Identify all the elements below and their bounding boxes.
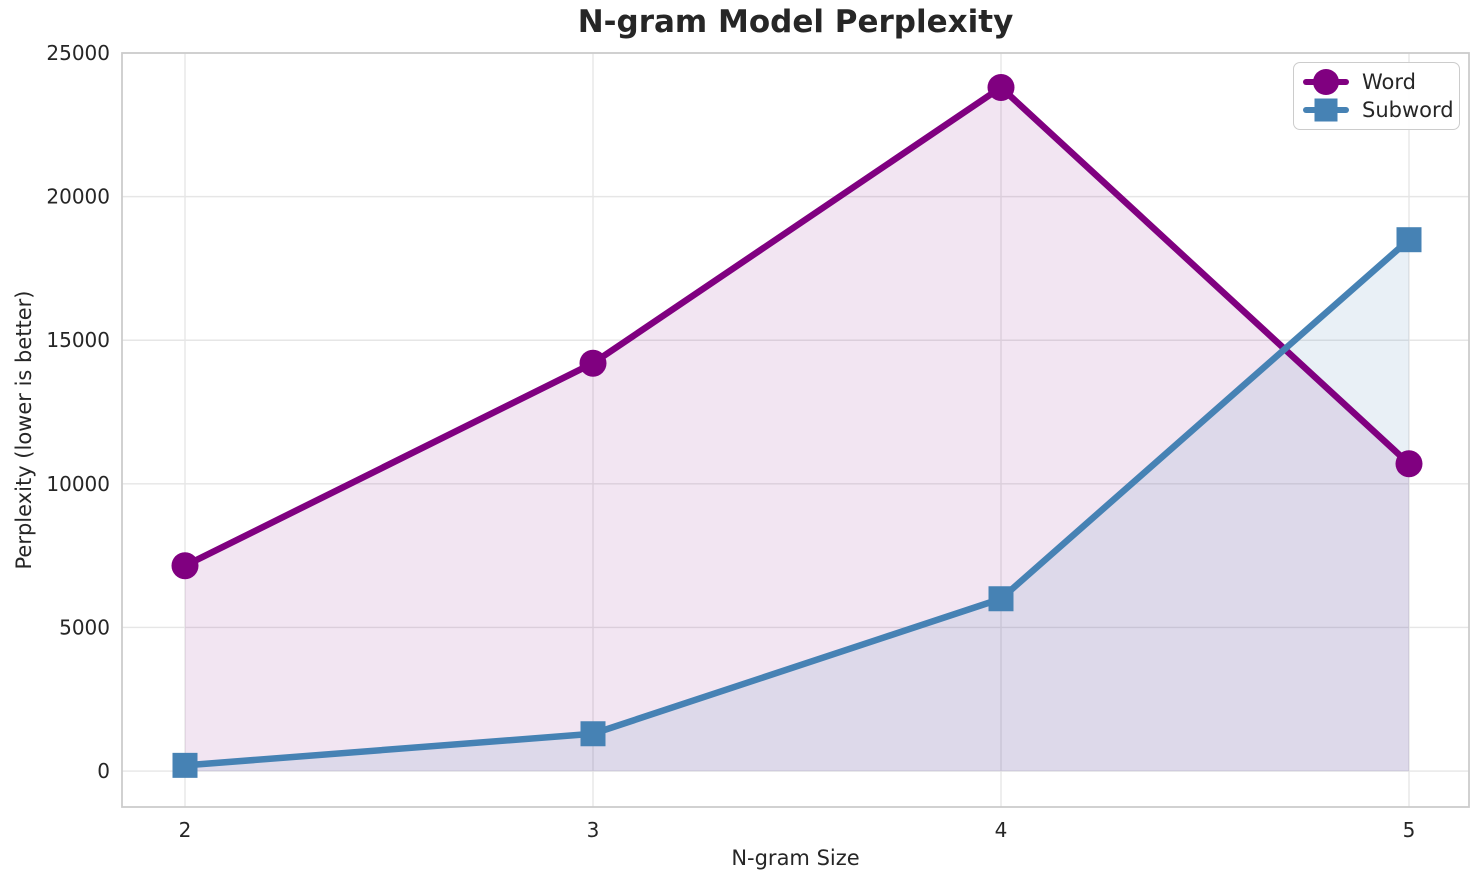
- x-tick-label: 4: [995, 818, 1008, 842]
- subword-point-2: [172, 752, 198, 778]
- x-tick-label: 5: [1403, 818, 1416, 842]
- legend: Word Subword: [1293, 62, 1460, 130]
- x-tick-label: 2: [179, 818, 192, 842]
- word-point-4: [987, 73, 1015, 101]
- x-tick-label: 3: [587, 818, 600, 842]
- legend-item-subword: Subword: [1303, 96, 1454, 124]
- subword-point-4: [988, 586, 1014, 612]
- subword-square-marker-icon: [1314, 98, 1338, 122]
- y-tick-label: 10000: [46, 472, 110, 496]
- x-axis-label: N-gram Size: [731, 846, 860, 870]
- word-line: [181, 84, 1413, 569]
- chart-title: N-gram Model Perplexity: [577, 4, 1014, 40]
- legend-label-word: Word: [1362, 69, 1416, 94]
- y-tick-label: 20000: [46, 185, 110, 209]
- word-legend-sample: [1303, 68, 1349, 96]
- legend-label-subword: Subword: [1362, 97, 1454, 122]
- subword-legend-sample: [1303, 96, 1349, 124]
- legend-item-word: Word: [1303, 68, 1450, 96]
- subword-point-3: [580, 721, 606, 747]
- y-tick-label: 15000: [46, 328, 110, 352]
- y-tick-label: 5000: [59, 615, 110, 639]
- y-tick-label: 0: [97, 759, 110, 783]
- subword-line: [181, 236, 1413, 769]
- axes-frame: [121, 52, 1470, 808]
- word-point-3: [579, 349, 607, 377]
- word-point-5: [1395, 450, 1423, 478]
- y-tick-label: 25000: [46, 41, 110, 65]
- subword-point-5: [1396, 227, 1422, 253]
- word-point-2: [171, 552, 199, 580]
- subword-area-fill: [185, 239, 1409, 772]
- word-area-fill: [185, 87, 1409, 772]
- word-circle-marker-icon: [1313, 69, 1339, 95]
